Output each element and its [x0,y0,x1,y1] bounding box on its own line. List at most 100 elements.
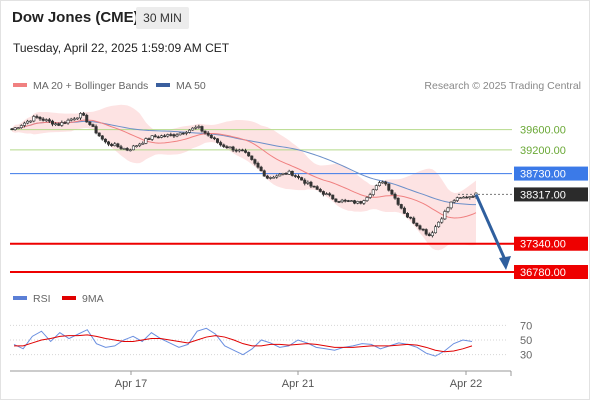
candle-body [100,135,104,140]
candle-body [209,134,213,139]
candle-body [437,221,441,228]
candle-body [163,135,167,138]
candle-body [122,148,126,150]
candle-body [365,197,369,201]
support-label: 36780.00 [520,267,566,279]
candle-body [412,217,416,224]
last-price-label-bg [514,187,588,202]
candle-body [82,113,86,116]
candle-body [468,196,472,198]
candle-body [315,186,319,190]
candle-body [188,129,192,133]
candle-body [430,232,434,237]
candle-body [284,173,288,175]
candle-body [396,197,400,205]
candle-body [303,179,307,184]
candle-body [434,226,438,234]
9ma-swatch [62,296,76,301]
rsi-tick-label: 70 [520,320,532,332]
candle-body [440,218,444,223]
candle-body [50,120,54,125]
candle-body [443,211,447,220]
candle-body [191,127,195,131]
candle-body [250,155,254,160]
candle-body [449,201,453,209]
rsi-tick-label: 30 [520,350,532,362]
candle-body [359,201,363,204]
candle-body [390,189,394,195]
candle-body [66,119,70,124]
candle-body [231,146,235,151]
candle-body [91,124,95,127]
candle-body [212,137,216,140]
candle-body [169,134,173,136]
candle-body [471,196,475,198]
candle-body [44,119,48,121]
candle-body [328,193,332,196]
candle-body [384,181,388,185]
candle-body [268,177,272,179]
projection-arrow-shaft [474,193,508,263]
candle-body [399,204,403,209]
candle-body [26,120,30,124]
candle-body [427,233,431,237]
candle-body [287,170,291,175]
support-label-bg [514,236,588,251]
legend-ma20-label: MA 20 + Bollinger Bands [33,80,149,92]
candle-body [178,132,182,136]
rsi-swatch [13,296,27,301]
candle-body [381,181,385,184]
candle-body [371,189,375,195]
candle-body [147,138,151,140]
candle-body [234,149,238,152]
candle-body [409,216,413,219]
candle-body [306,181,310,184]
interval-button[interactable]: 30 MIN [136,7,189,29]
candle-body [331,194,335,200]
candle-body [296,176,300,178]
candle-body [206,132,210,136]
candle-body [356,201,360,204]
candle-body [16,127,20,129]
candle-body [54,123,58,126]
rsi-9ma-line [14,334,473,353]
candle-body [281,173,285,175]
legend-9ma: 9MA [62,293,104,305]
candle-body [225,146,229,149]
candle-body [421,228,425,231]
candle-body [415,222,419,227]
candle-body [197,126,201,128]
candle-body [424,229,428,235]
x-tick-label: Apr 17 [115,378,147,390]
candle-body [135,145,139,148]
candle-body [131,145,135,151]
candle-body [237,149,241,152]
candle-body [262,170,266,177]
candle-body [10,128,14,130]
pivot-label: 38730.00 [520,169,566,181]
candle-body [138,143,142,147]
candle-body [200,126,204,132]
candle-body [265,175,269,179]
legend-rsi-label: RSI [33,293,51,305]
candle-body [119,146,123,149]
candle-body [240,149,244,152]
candle-body [346,200,350,202]
candle-body [181,132,185,135]
candle-body [175,134,179,137]
candle-body [309,181,313,187]
candle-body [222,144,226,147]
candle-body [194,126,198,129]
candle-body [85,114,89,123]
candle-body [293,175,297,177]
bollinger-band [12,104,476,251]
candle-body [116,143,120,148]
candle-body [325,193,329,196]
candle-body [455,197,459,201]
candle-body [125,148,129,151]
candle-body [35,116,39,118]
candle-body [290,170,294,176]
projection-arrow-head [499,256,511,270]
resistance-label: 39600.00 [520,125,566,137]
